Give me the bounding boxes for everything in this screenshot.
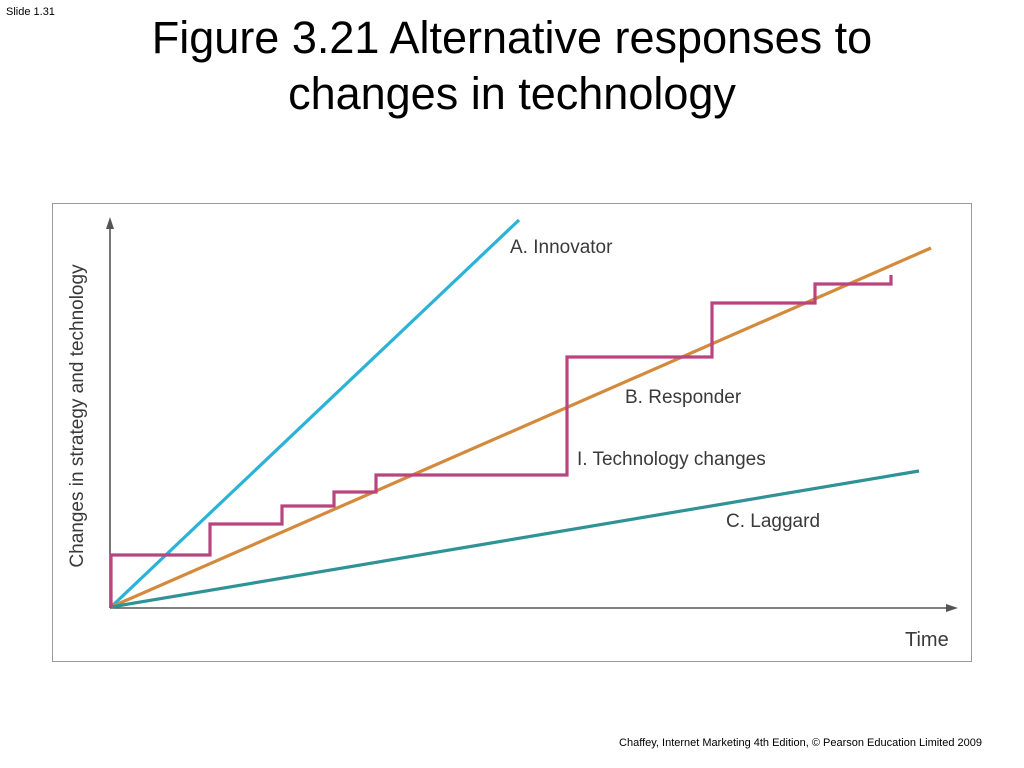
x-axis-arrowhead xyxy=(946,604,958,612)
y-axis-label: Changes in strategy and technology xyxy=(67,264,88,568)
responder-line xyxy=(110,246,932,609)
y-axis-arrowhead xyxy=(106,217,114,229)
laggard-label: C. Laggard xyxy=(726,511,820,532)
footer-credit: Chaffey, Internet Marketing 4th Edition,… xyxy=(619,737,982,749)
slide-title-line-2: changes in technology xyxy=(288,68,736,119)
x-axis-label: Time xyxy=(905,629,949,651)
innovator-label: A. Innovator xyxy=(510,237,613,258)
responder-label: B. Responder xyxy=(625,387,742,408)
technology-changes-line xyxy=(109,275,893,607)
slide-title-line-1: Figure 3.21 Alternative responses to xyxy=(151,12,873,63)
figure-frame: A. Innovator B. Responder I. Technology … xyxy=(52,203,972,662)
diagram-canvas: A. Innovator B. Responder I. Technology … xyxy=(67,217,958,651)
slide-number: Slide 1.31 xyxy=(6,6,55,18)
technology-changes-label: I. Technology changes xyxy=(577,449,766,470)
laggard-line xyxy=(110,469,920,609)
innovator-line xyxy=(109,218,521,609)
slide-title: Figure 3.21 Alternative responses to cha… xyxy=(0,10,1024,122)
